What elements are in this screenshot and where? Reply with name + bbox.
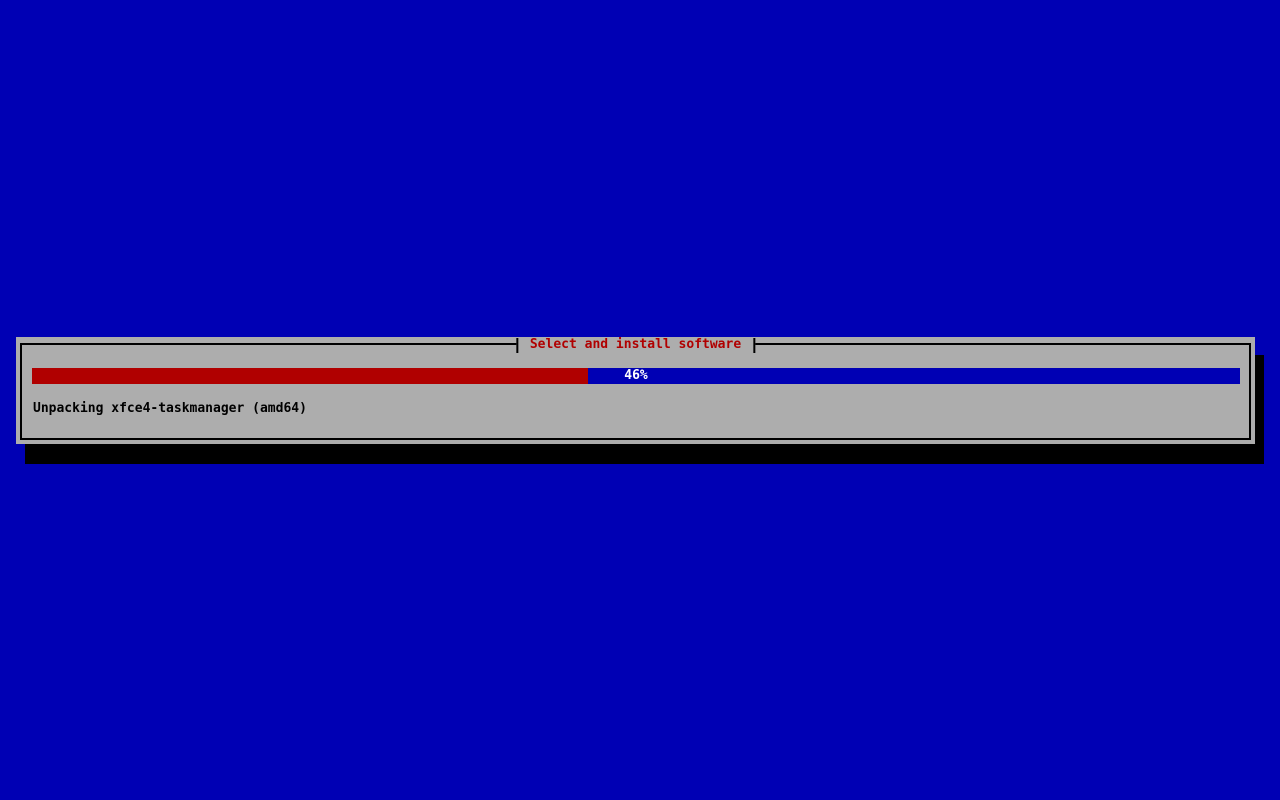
dialog-title: Select and install software bbox=[529, 337, 742, 352]
progress-fill bbox=[32, 368, 588, 384]
progress-percent-label: 46% bbox=[624, 368, 648, 383]
title-tick-right-icon bbox=[753, 338, 756, 353]
dialog-border bbox=[20, 343, 1251, 440]
dialog-title-box: Select and install software bbox=[515, 337, 756, 353]
progress-bar: 46% bbox=[32, 368, 1240, 384]
title-tick-left-icon bbox=[515, 338, 518, 353]
status-text: Unpacking xfce4-taskmanager (amd64) bbox=[33, 401, 307, 416]
progress-dialog: Select and install software 46% Unpackin… bbox=[16, 337, 1255, 444]
